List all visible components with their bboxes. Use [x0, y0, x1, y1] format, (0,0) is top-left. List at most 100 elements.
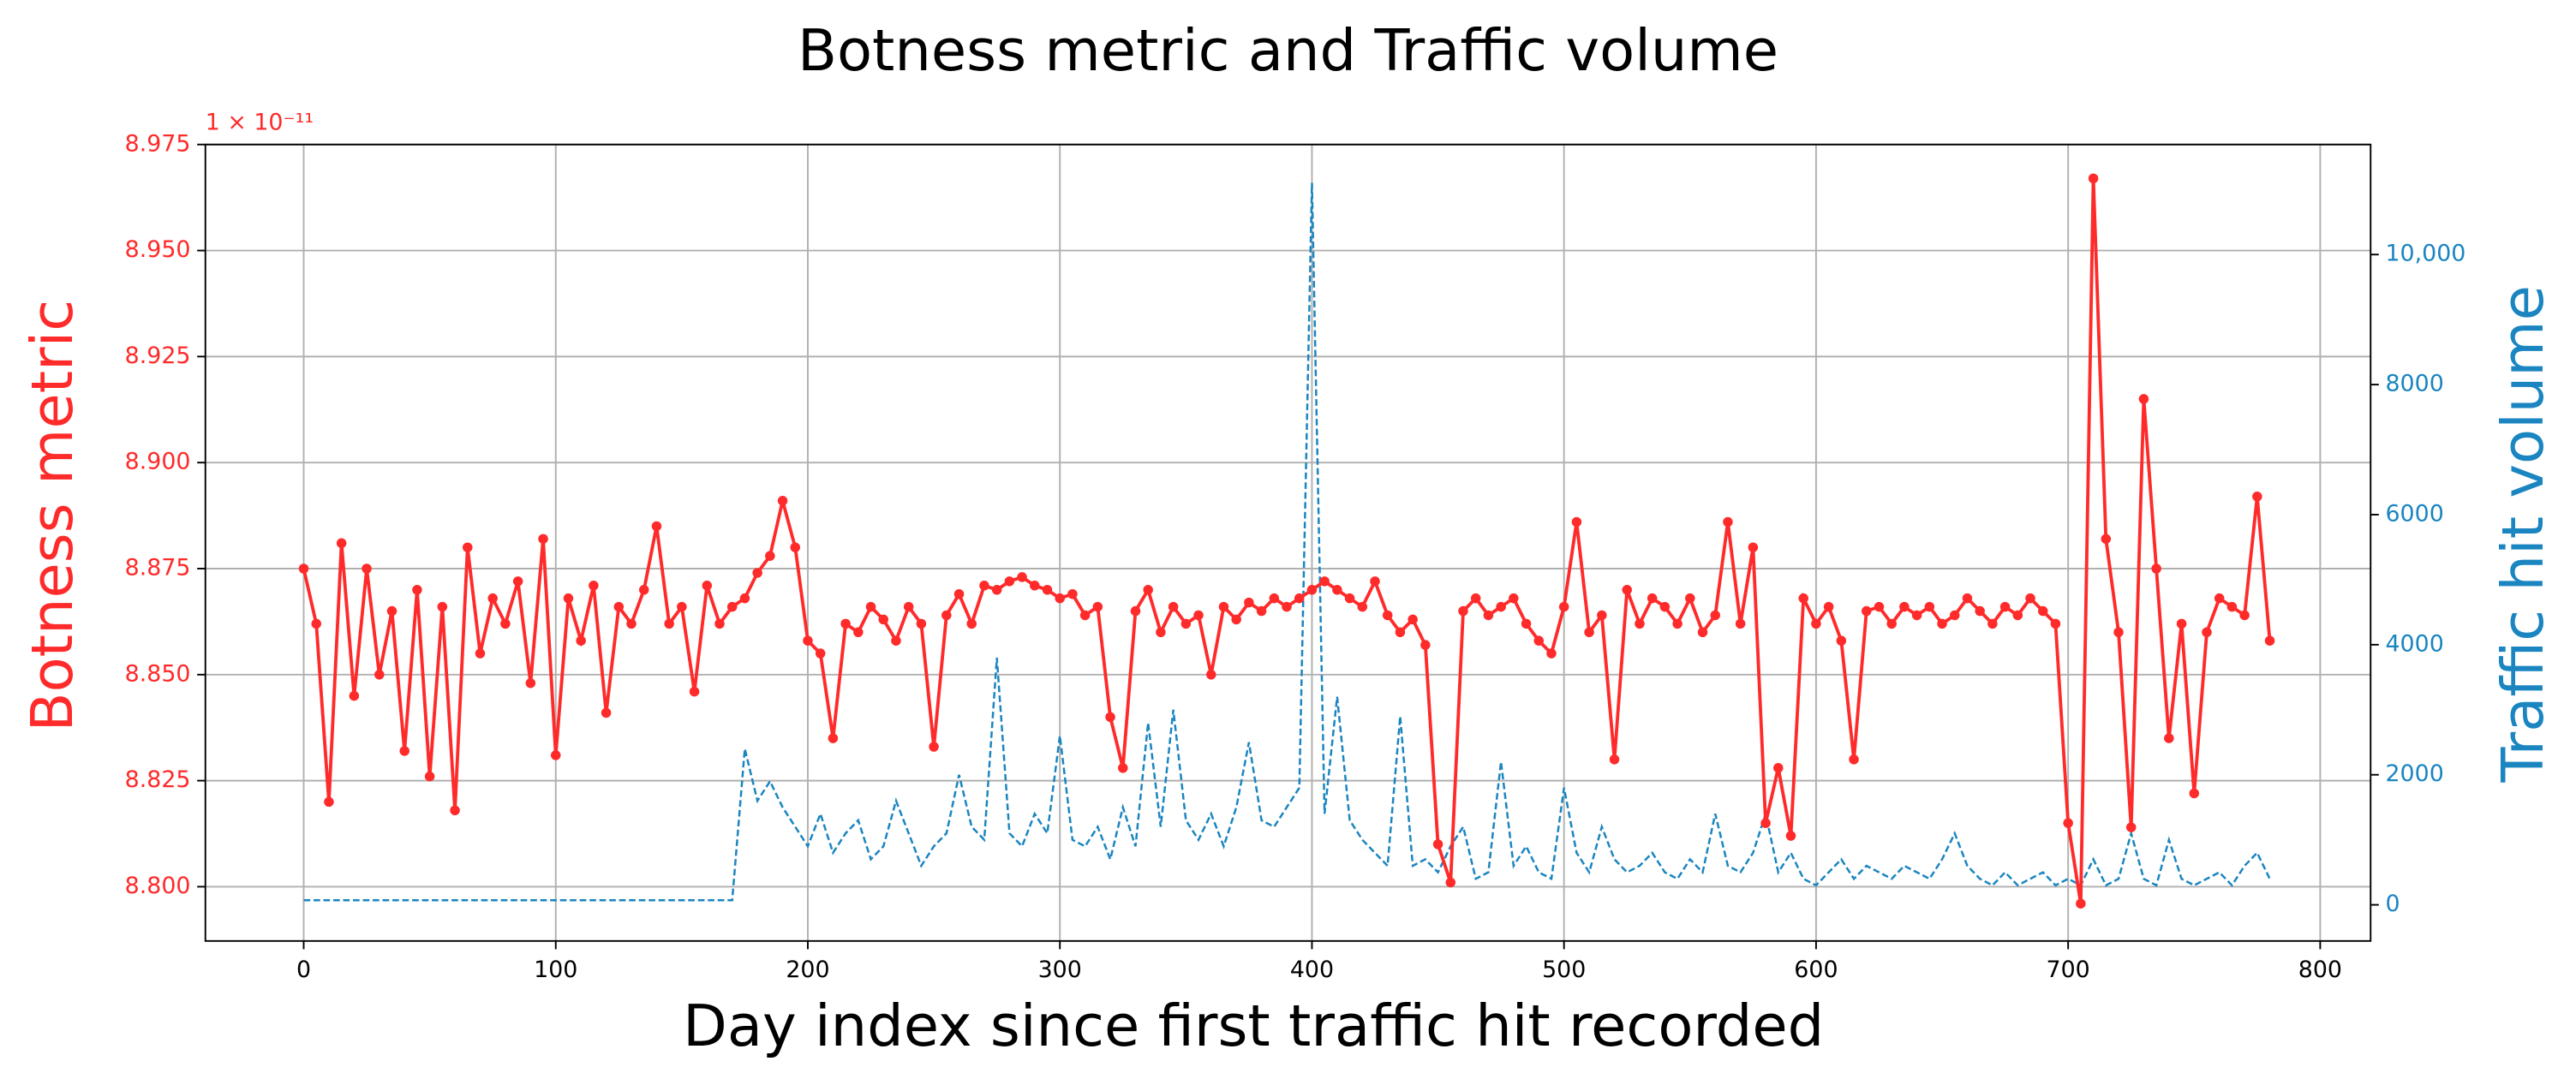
data-point — [1282, 601, 1292, 612]
data-point — [1344, 593, 1355, 604]
data-point — [1647, 593, 1658, 604]
data-point — [2138, 394, 2149, 404]
data-point — [991, 585, 1002, 595]
data-point — [475, 648, 486, 659]
data-point — [1823, 601, 1834, 612]
data-point — [424, 771, 435, 782]
data-point — [1408, 614, 1418, 625]
data-point — [815, 648, 826, 659]
data-point — [2125, 822, 2137, 832]
data-point — [1760, 818, 1771, 828]
data-point — [1055, 593, 1065, 604]
data-point — [1785, 831, 1796, 841]
y-tick-label: 8.825 — [125, 766, 191, 793]
data-point — [2202, 627, 2212, 638]
data-point — [1874, 601, 1885, 612]
data-point — [929, 742, 939, 752]
x-tick-label: 800 — [2298, 957, 2342, 983]
data-point — [916, 618, 927, 629]
data-point — [2214, 593, 2225, 604]
data-point — [2252, 492, 2262, 502]
y-tick-label: 8.800 — [125, 873, 191, 899]
data-point — [1622, 585, 1632, 595]
data-point — [903, 601, 914, 612]
data-point — [1382, 610, 1393, 621]
data-point — [1017, 572, 1027, 582]
y2-tick-label: 10,000 — [2385, 241, 2465, 267]
data-point — [1470, 593, 1481, 604]
data-point — [1659, 601, 1671, 612]
data-point — [2063, 818, 2073, 828]
data-point — [1886, 618, 1897, 629]
y2-tick-label: 0 — [2385, 891, 2400, 917]
data-point — [1735, 618, 1746, 629]
data-point — [487, 593, 498, 604]
data-point — [1483, 610, 1494, 621]
x-tick-label: 700 — [2047, 957, 2090, 983]
x-tick-label: 300 — [1038, 957, 1082, 983]
data-point — [2076, 898, 2086, 909]
data-point — [2088, 173, 2099, 184]
data-point — [512, 576, 523, 587]
data-point — [1030, 581, 1040, 591]
y-axis-label: Botness metric — [19, 300, 86, 732]
data-point — [1193, 610, 1204, 621]
data-point — [1042, 585, 1053, 595]
data-point — [1798, 593, 1808, 604]
data-point — [1723, 516, 1733, 528]
data-point — [1218, 601, 1229, 612]
data-point — [1420, 640, 1431, 650]
x-tick-label: 400 — [1290, 957, 1334, 983]
data-point — [1558, 601, 1569, 612]
data-point — [739, 593, 750, 604]
data-point — [1319, 576, 1330, 587]
y-tick-label: 8.900 — [125, 449, 191, 475]
x-tick-label: 600 — [1794, 957, 1838, 983]
y2-tick-label: 2000 — [2385, 760, 2443, 787]
x-tick-label: 200 — [786, 957, 829, 983]
data-point — [726, 601, 738, 612]
x-tick-label: 0 — [296, 957, 311, 983]
data-point — [1911, 610, 1922, 621]
data-point — [966, 618, 977, 629]
data-point — [362, 563, 372, 574]
y2-axis-label: Traffic hit volume — [2489, 285, 2556, 783]
data-point — [2113, 627, 2124, 638]
y-tick-label: 8.950 — [125, 236, 191, 263]
data-point — [336, 538, 347, 549]
data-point — [1395, 627, 1406, 638]
data-point — [324, 796, 334, 808]
data-point — [1521, 618, 1532, 629]
x-tick-label: 100 — [534, 957, 577, 983]
data-point — [1546, 648, 1557, 659]
y-offset-label: 1 × 10⁻¹¹ — [206, 109, 314, 135]
data-point — [412, 585, 422, 595]
data-point — [2012, 610, 2023, 621]
data-point — [2151, 563, 2161, 574]
data-point — [2101, 534, 2112, 545]
data-point — [1370, 576, 1380, 587]
data-point — [1256, 605, 1267, 617]
data-point — [1206, 670, 1216, 680]
data-point — [2239, 610, 2250, 621]
data-point — [840, 618, 851, 629]
data-point — [777, 496, 788, 506]
data-point — [1458, 605, 1468, 617]
data-point — [1584, 627, 1594, 638]
data-point — [638, 585, 649, 595]
data-point — [550, 750, 561, 760]
data-point — [865, 601, 876, 612]
data-point — [1294, 593, 1305, 604]
data-point — [1836, 635, 1847, 646]
data-point — [525, 677, 536, 689]
data-point — [953, 588, 965, 599]
data-point — [1862, 605, 1872, 617]
data-point — [1975, 605, 1985, 617]
data-point — [1710, 610, 1720, 621]
data-point — [714, 618, 725, 629]
data-point — [1168, 601, 1179, 612]
data-point — [613, 601, 625, 612]
data-point — [2025, 593, 2035, 604]
